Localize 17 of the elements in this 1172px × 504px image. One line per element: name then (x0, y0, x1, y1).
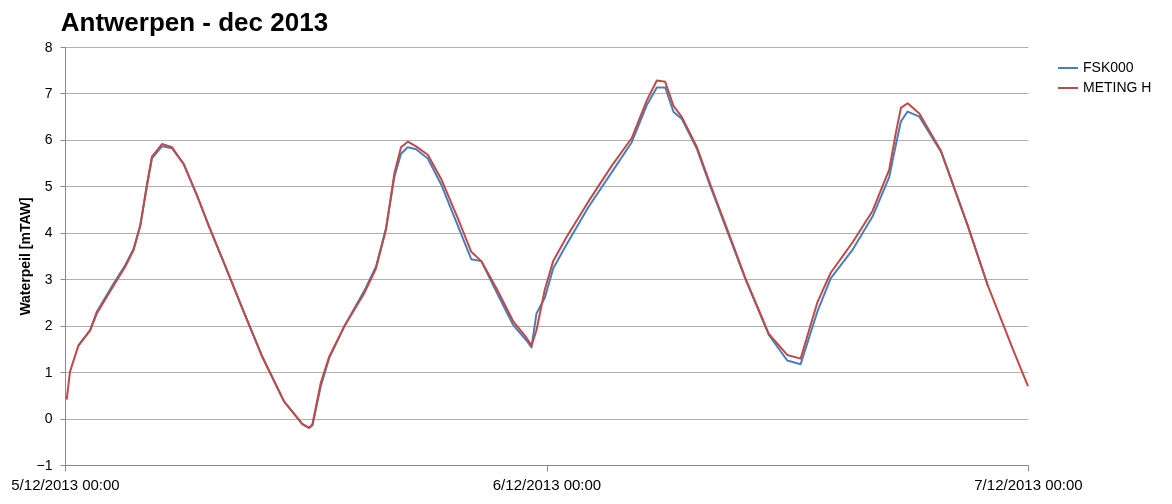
y-tick-label: −1 (36, 456, 53, 473)
legend-label: METING H (1083, 79, 1152, 95)
x-tick-label: 6/12/2013 00:00 (492, 475, 602, 493)
y-axis-title: Waterpeil [mTAW] (16, 197, 33, 316)
legend-label: FSK000 (1083, 59, 1134, 75)
y-tick-label: 5 (44, 177, 53, 194)
chart-title: Antwerpen - dec 2013 (60, 7, 329, 37)
y-tick-label: 7 (44, 84, 53, 101)
y-tick-label: 6 (44, 131, 53, 148)
x-tick-label: 5/12/2013 00:00 (11, 475, 120, 493)
y-tick-label: 0 (44, 410, 53, 427)
y-tick-label: 1 (44, 363, 53, 380)
y-tick-label: 4 (44, 224, 53, 241)
y-tick-label: 8 (44, 38, 53, 55)
x-tick-label: 7/12/2013 00:00 (974, 475, 1083, 493)
y-tick-label: 2 (44, 317, 53, 334)
y-tick-label: 3 (44, 270, 53, 287)
